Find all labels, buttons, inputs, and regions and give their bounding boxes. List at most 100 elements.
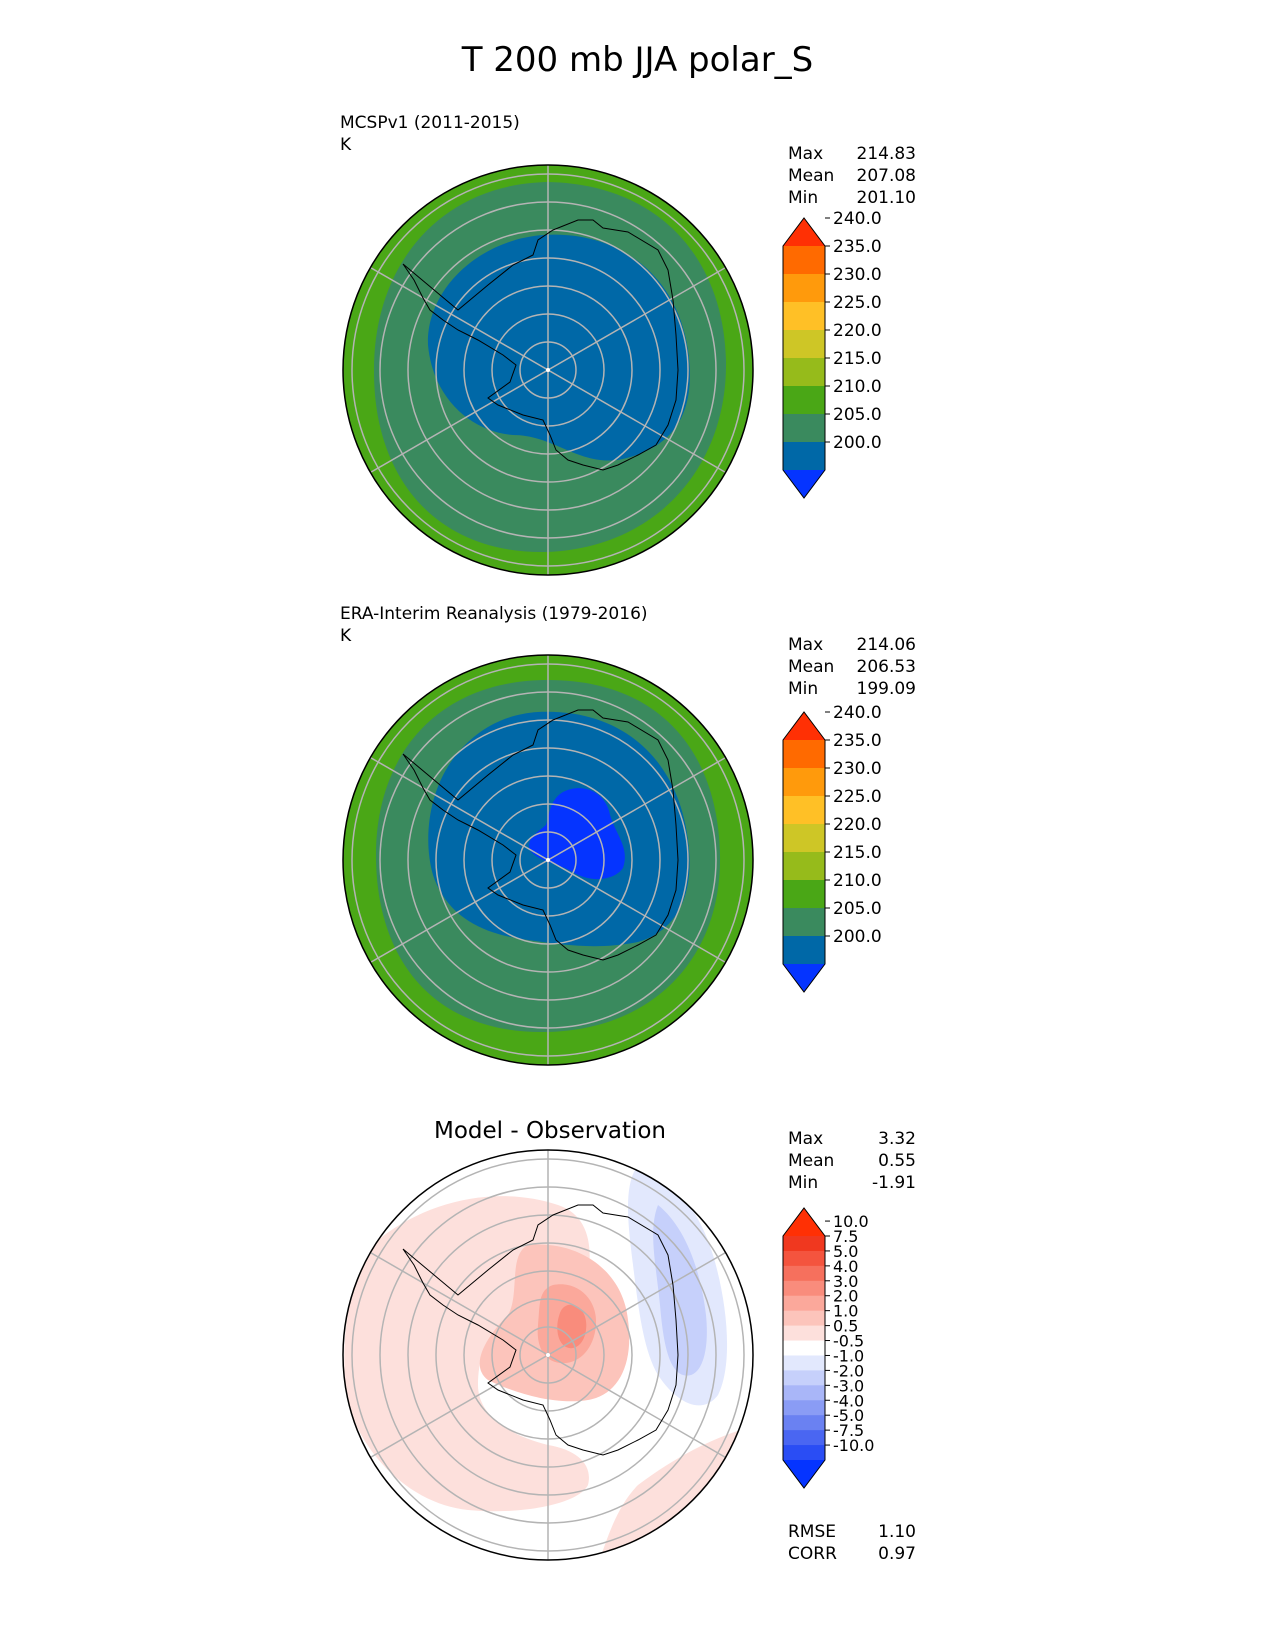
colorbar-extend-min — [783, 470, 825, 498]
panel-test-map — [342, 164, 754, 576]
south-pole — [546, 858, 550, 862]
colorbar-tick-label: 220.0 — [833, 815, 882, 835]
panel-test-label: MCSPv1 (2011-2015) — [340, 113, 520, 133]
colorbar-tick-label: 1.0 — [833, 1302, 858, 1321]
colorbar-tick-label: -5.0 — [833, 1406, 864, 1425]
colorbar-segment — [783, 358, 825, 387]
stat-row: Min -1.91 — [788, 1173, 916, 1193]
metric-row: RMSE 1.10 — [788, 1522, 916, 1542]
colorbar-segment — [783, 1250, 825, 1267]
colorbar-segment — [783, 768, 825, 797]
colorbar-tick-label: 240.0 — [833, 703, 882, 723]
colorbar-segment — [783, 414, 825, 443]
colorbar-segment — [783, 1325, 825, 1342]
colorbar-segment — [783, 1280, 825, 1297]
colorbar-tick-label: 210.0 — [833, 871, 882, 891]
stat-row: Min 201.10 — [788, 188, 916, 208]
colorbar-segment — [783, 880, 825, 909]
colorbar-tick-label: 230.0 — [833, 759, 882, 779]
colorbar-tick-label: 235.0 — [833, 731, 882, 751]
map-boundary — [342, 1149, 754, 1561]
field-band-neg-1-2 — [653, 1205, 707, 1376]
colorbar-outline — [782, 1207, 826, 1489]
colorbar-segment — [783, 796, 825, 825]
colorbar-tick-label: 220.0 — [833, 321, 882, 341]
colorbar-segment — [783, 824, 825, 853]
colorbar-segment — [783, 302, 825, 331]
panel-reference-label: ERA-Interim Reanalysis (1979-2016) — [340, 604, 648, 624]
panel-reference-map — [342, 654, 754, 1066]
colorbar-tick-label: 0.5 — [833, 1317, 858, 1336]
stat-row: Max 3.32 — [788, 1129, 916, 1149]
colorbar-tick-label: 200.0 — [833, 433, 882, 453]
colorbar-tick-label: 235.0 — [833, 237, 882, 257]
panel-diff-colorbar: -10.0-7.5-5.0-4.0-3.0-2.0-1.0-0.50.51.02… — [782, 1207, 874, 1489]
colorbar-tick-label: 7.5 — [833, 1227, 858, 1246]
colorbar-segment — [783, 740, 825, 769]
colorbar-tick-label: -10.0 — [833, 1436, 874, 1455]
stat-row: Max 214.83 — [788, 144, 916, 164]
colorbar-segment — [783, 1385, 825, 1401]
panel-test-label-block: MCSPv1 (2011-2015) K — [340, 112, 520, 156]
colorbar-segment — [783, 442, 825, 471]
colorbar-segment — [783, 386, 825, 415]
colorbar-tick-label: 3.0 — [833, 1272, 858, 1291]
colorbar-tick-label: 210.0 — [833, 377, 882, 397]
colorbar-segment — [783, 246, 825, 275]
stat-row: Mean 206.53 — [788, 657, 916, 677]
colorbar-segment — [783, 1370, 825, 1386]
colorbar-tick-label: 215.0 — [833, 843, 882, 863]
panel-test-units: K — [340, 135, 352, 155]
colorbar-extend-max — [783, 1208, 825, 1236]
panel-test-stats: Max 214.83 Mean 207.08 Min 201.10 — [788, 143, 916, 209]
colorbar-tick-label: 200.0 — [833, 927, 882, 947]
colorbar-outline — [782, 217, 826, 499]
panel-diff-title: Model - Observation — [433, 1118, 667, 1144]
panel-test-colorbar: 200.0 205.0 210.0 215.0 220.0 225.0 230.0 235.0… — [782, 209, 882, 499]
colorbar-tick-label: -0.5 — [833, 1332, 864, 1351]
panel-diff-metrics: RMSE 1.10 CORR 0.97 — [788, 1521, 916, 1565]
colorbar-segment — [783, 1355, 825, 1371]
colorbar-extend-min — [783, 964, 825, 992]
colorbar-segment — [783, 936, 825, 965]
colorbar-segment — [783, 1265, 825, 1282]
metric-row: CORR 0.97 — [788, 1544, 916, 1564]
south-pole — [546, 1353, 550, 1357]
colorbar-tick-label: 5.0 — [833, 1242, 858, 1261]
colorbar-tick-label: 230.0 — [833, 265, 882, 285]
colorbar-segment — [783, 1430, 825, 1446]
stat-row: Mean 0.55 — [788, 1151, 916, 1171]
colorbar-segment — [783, 1445, 825, 1461]
colorbar-tick-label: 2.0 — [833, 1287, 858, 1306]
panel-diff-stats: Max 3.32 Mean 0.55 Min -1.91 — [788, 1128, 916, 1194]
colorbar-segment — [783, 1236, 825, 1252]
colorbar-segment — [783, 1340, 825, 1356]
colorbar-tick-label: 215.0 — [833, 349, 882, 369]
antarctica-coastline — [402, 709, 679, 961]
colorbar-segment — [783, 330, 825, 359]
colorbar-segment — [783, 274, 825, 303]
panel-reference-colorbar: 200.0 205.0 210.0 215.0 220.0 225.0 230.0 235.0… — [782, 703, 882, 993]
panel-reference-label-block: ERA-Interim Reanalysis (1979-2016) K — [340, 603, 648, 647]
colorbar-segment — [783, 908, 825, 937]
antarctica-coastline — [402, 219, 679, 471]
colorbar-segment — [783, 1415, 825, 1431]
colorbar-segment — [783, 1310, 825, 1327]
colorbar-segment — [783, 1400, 825, 1416]
graticule — [351, 655, 745, 1065]
colorbar-tick-label: 225.0 — [833, 293, 882, 313]
colorbar-segment — [783, 852, 825, 881]
stat-row: Max 214.06 — [788, 635, 916, 655]
colorbar-tick-label: 240.0 — [833, 209, 882, 229]
colorbar-tick-label: 10.0 — [833, 1212, 869, 1231]
colorbar-tick-label: 205.0 — [833, 899, 882, 919]
colorbar-tick-label: -3.0 — [833, 1376, 864, 1395]
antarctica-coastline — [402, 1204, 679, 1456]
stat-row: Mean 207.08 — [788, 166, 916, 186]
panel-reference-units: K — [340, 626, 352, 646]
panel-diff-map — [342, 1149, 754, 1561]
colorbar-extend-max — [783, 712, 825, 740]
colorbar-tick-label: 205.0 — [833, 405, 882, 425]
map-boundary — [342, 164, 754, 576]
colorbar-tick-label: -2.0 — [833, 1361, 864, 1380]
